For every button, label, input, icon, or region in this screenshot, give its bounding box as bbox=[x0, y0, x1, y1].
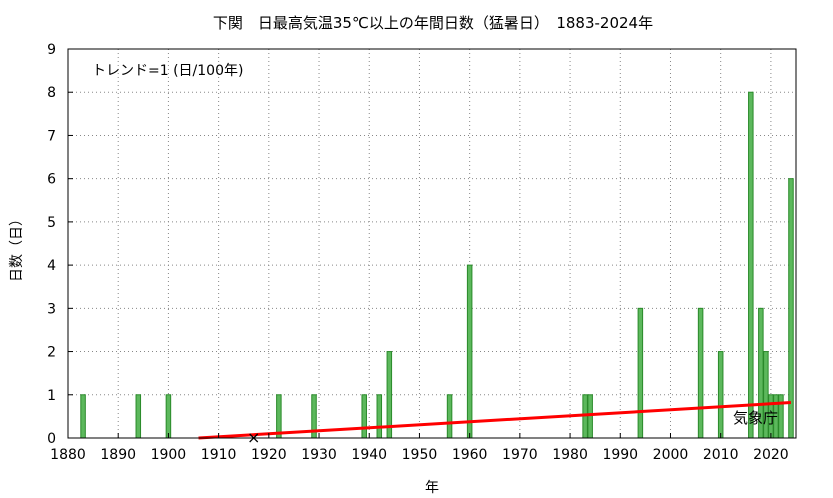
x-tick-label: 1920 bbox=[251, 447, 287, 463]
x-axis-label: 年 bbox=[425, 480, 439, 496]
bar bbox=[717, 351, 724, 439]
x-tick-label: 1910 bbox=[201, 447, 237, 463]
bar bbox=[697, 307, 704, 439]
y-tick-label: 7 bbox=[47, 128, 56, 144]
y-tick-label: 8 bbox=[47, 85, 56, 101]
x-tick-label: 1960 bbox=[452, 447, 488, 463]
bar bbox=[778, 394, 784, 439]
y-tick-label: 6 bbox=[47, 172, 56, 188]
grid bbox=[67, 48, 796, 439]
x-tick-label: 1900 bbox=[151, 447, 187, 463]
bar bbox=[788, 178, 794, 439]
x-tick-label: 1890 bbox=[100, 447, 136, 463]
source-label: 気象庁 bbox=[733, 409, 778, 427]
x-tick-label: 1930 bbox=[301, 447, 337, 463]
x-tick-label: 2010 bbox=[703, 447, 739, 463]
y-axis-label: 日数（日） bbox=[9, 212, 25, 282]
x-tick-label: 1980 bbox=[552, 447, 588, 463]
y-tick-label: 2 bbox=[47, 345, 56, 361]
bar bbox=[466, 264, 473, 439]
bar bbox=[587, 394, 593, 439]
bar bbox=[80, 394, 86, 439]
bars bbox=[80, 91, 794, 439]
x-tick-label: 2020 bbox=[753, 447, 789, 463]
bar bbox=[135, 394, 142, 439]
y-tick-label: 3 bbox=[47, 301, 56, 317]
plot-frame bbox=[67, 48, 797, 439]
trend-line bbox=[198, 401, 792, 440]
bar bbox=[446, 394, 453, 439]
x-tick-label: 1970 bbox=[502, 447, 538, 463]
y-tick-label: 4 bbox=[47, 258, 56, 274]
x-tick-label: 1880 bbox=[50, 447, 86, 463]
y-tick-label: 0 bbox=[47, 431, 56, 447]
y-ticks: 0 1 2 3 4 5 6 7 8 9 bbox=[47, 42, 73, 447]
y-tick-label: 9 bbox=[47, 42, 56, 58]
chart-title: 下関 日最高気温35℃以上の年間日数（猛暑日） 1883-2024年 bbox=[213, 14, 653, 32]
x-tick-label: 1950 bbox=[402, 447, 438, 463]
x-tick-label: 1990 bbox=[602, 447, 638, 463]
x-tick-label: 1940 bbox=[351, 447, 387, 463]
bar bbox=[361, 394, 367, 439]
bar bbox=[165, 394, 172, 439]
bar bbox=[276, 394, 282, 439]
bar bbox=[376, 394, 383, 439]
x-ticks: 1880 1890 1900 1910 1920 1930 1940 1950 1960 1970… bbox=[50, 433, 789, 463]
y-tick-label: 5 bbox=[47, 215, 56, 231]
x-tick-label: 2000 bbox=[653, 447, 689, 463]
bar bbox=[637, 307, 644, 439]
trend-annotation: トレンド=1 (日/100年) bbox=[92, 63, 243, 79]
bar bbox=[748, 91, 754, 439]
y-tick-label: 1 bbox=[47, 388, 56, 404]
